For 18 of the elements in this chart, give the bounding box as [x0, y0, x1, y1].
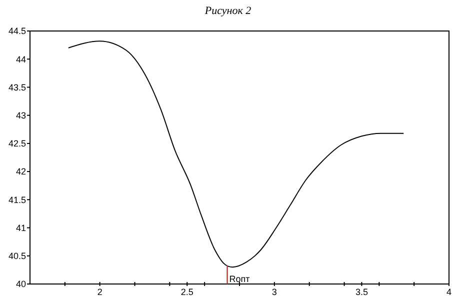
x-tick-label: 4 — [446, 287, 452, 297]
line-series — [68, 40, 404, 268]
y-tick-label: 42.5 — [8, 138, 26, 149]
y-tick-label: 41.5 — [8, 194, 26, 205]
ref-line-label: Rопт — [229, 274, 250, 284]
x-tick-label: 3.5 — [355, 287, 368, 297]
x-tick-label: 2 — [97, 287, 102, 297]
y-tick-label: 44 — [16, 54, 26, 64]
y-tick-label: 40 — [16, 279, 26, 290]
y-tick-label: 43 — [16, 110, 26, 120]
x-tick-label: 3 — [272, 287, 277, 297]
x-tick-label: 2.5 — [180, 287, 194, 297]
y-tick-label: 44.5 — [8, 26, 26, 36]
y-tick-label: 40.5 — [8, 251, 26, 262]
y-tick-label: 41 — [16, 222, 26, 233]
y-tick-label: 43.5 — [8, 82, 26, 92]
y-tick-label: 42 — [16, 166, 26, 177]
chart-title: Рисунок 2 — [204, 5, 252, 17]
